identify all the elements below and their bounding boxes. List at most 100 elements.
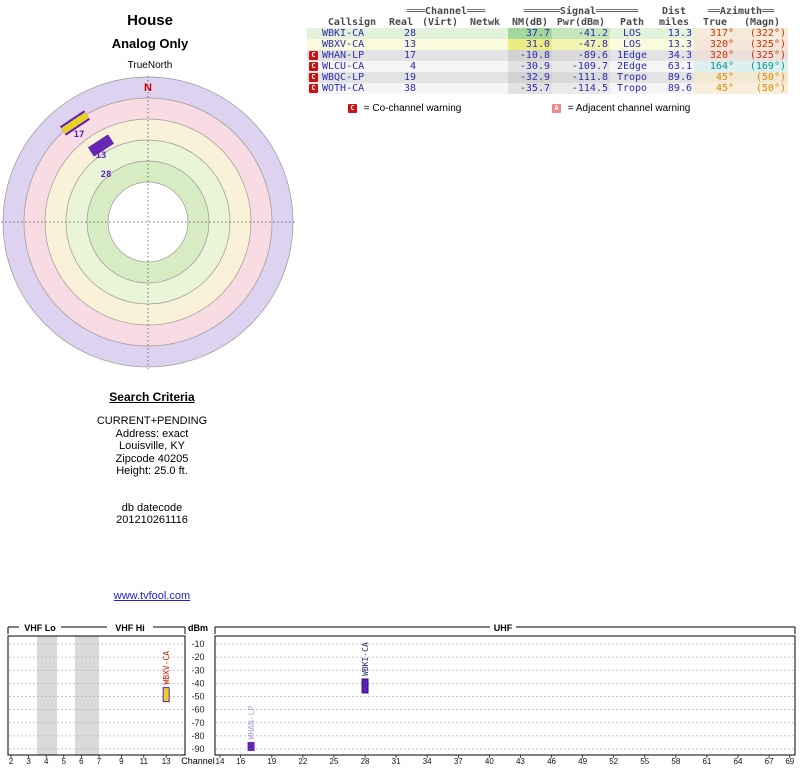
co-channel-flag: C (309, 61, 318, 71)
radar-rings (2, 76, 294, 368)
station-row: WBKI-CA 28 37.7 -41.2 LOS 13.3 317° (322°) (307, 28, 788, 39)
search-line: Address: exact (115, 427, 189, 440)
co-channel-legend: C = Co-channel warning (348, 103, 461, 114)
path-cell: Tropo (616, 72, 648, 83)
station-bar-label: WBXV-CA (162, 651, 171, 685)
channel-tick-label: 13 (162, 757, 171, 766)
path-cell: Tropo (616, 83, 648, 94)
channel-group-header: ═══Channel═══ (406, 6, 486, 17)
dbm-tick-label: -20 (191, 652, 204, 662)
magn-azimuth-cell: (50°) (736, 83, 788, 94)
radar-ring (107, 181, 189, 263)
vhf-hi-label: VHF Hi (115, 623, 145, 633)
radar-plot: N 17 13 28 (1, 76, 297, 369)
virt-channel-cell (418, 28, 462, 39)
warning-cell: C (307, 61, 320, 72)
miles-cell: 13.3 (667, 39, 692, 50)
signal-group-header: ══════Signal═══════ (523, 6, 639, 17)
warning-cell (307, 28, 320, 39)
network-cell (462, 83, 508, 94)
channel-tick-label: 49 (578, 757, 587, 766)
col-real: Real (388, 17, 414, 28)
virt-channel-cell (418, 50, 462, 61)
channel-tick-label: 3 (26, 757, 31, 766)
channel-marker-label: 17 (74, 130, 85, 140)
channel-tick-label: 31 (392, 757, 401, 766)
dbm-tick-label: -90 (191, 744, 204, 754)
miles-cell: 34.3 (667, 50, 692, 61)
orientation-label: TrueNorth (127, 60, 173, 71)
col-pwr: Pwr(dBm) (556, 17, 606, 28)
pwr-cell: -114.5 (552, 83, 610, 94)
channel-tick-label: 9 (119, 757, 124, 766)
radar-crosshair (1, 76, 297, 369)
channel-tick-label: 40 (485, 757, 494, 766)
uhf-panel (214, 635, 796, 756)
table-group-header: ═══Channel═══ ══════Signal═══════ Dist ═… (307, 6, 788, 17)
channel-tick-label: 69 (785, 757, 794, 766)
station-row: C WBQC-LP 19 -32.9 -111.8 Tropo 89.6 45° (50°) (307, 72, 788, 83)
miles-cell: 63.1 (667, 61, 692, 72)
dbm-tick-label: -50 (191, 692, 204, 702)
adjacent-channel-warning-icon: A (552, 103, 561, 113)
station-bar (247, 741, 255, 751)
azimuth-group-header: ══Azimuth══ (707, 6, 775, 17)
real-channel-cell: 38 (403, 83, 416, 94)
table-column-header: Callsign Real (Virt) Netwk NM(dB) Pwr(dB… (307, 17, 788, 28)
magn-azimuth-cell: (325°) (736, 39, 788, 50)
signal-tick (61, 112, 89, 134)
true-azimuth-cell: 164° (694, 61, 736, 72)
dbm-tick-label: -80 (191, 731, 204, 741)
real-channel-cell: 28 (403, 28, 416, 39)
station-row: C WLCU-CA 4 -30.9 -109.7 2Edge 63.1 164° (169°) (307, 61, 788, 72)
channel-tick-label: 64 (734, 757, 743, 766)
miles-cell: 89.6 (667, 83, 692, 94)
pwr-cell: -111.8 (552, 72, 610, 83)
miles-cell: 89.6 (667, 72, 692, 83)
callsign-cell: WOTH-CA (322, 83, 365, 94)
col-miles: miles (658, 17, 690, 28)
signal-tick (89, 136, 113, 155)
station-bar-label: WBKI-CA (361, 642, 370, 676)
channel-tick-label: 4 (44, 757, 49, 766)
true-azimuth-cell: 317° (694, 28, 736, 39)
tvfool-link[interactable]: www.tvfool.com (113, 590, 191, 602)
channel-tick-label: 25 (330, 757, 339, 766)
co-channel-flag: C (309, 72, 318, 82)
search-criteria-title: Search Criteria (109, 390, 195, 404)
col-callsign: Callsign (327, 17, 377, 28)
warning-cell: C (307, 83, 320, 94)
dbm-tick-label: -70 (191, 718, 204, 728)
dbm-tick-label: -30 (191, 665, 204, 675)
vhf-lo-label: VHF Lo (24, 623, 56, 633)
col-path: Path (619, 17, 645, 28)
true-azimuth-cell: 320° (694, 39, 736, 50)
page-subtitle: Analog Only (111, 36, 189, 51)
spectrum-dynamic-layer: -10-20-30-40-50-60-70-80-902 3 4 5 6 7 9 11 13 14… (9, 639, 795, 766)
db-datecode-label: db datecode (121, 501, 183, 514)
real-channel-cell: 19 (403, 72, 416, 83)
co-channel-flag: C (309, 83, 318, 93)
channel-tick-label: 19 (267, 757, 276, 766)
channel-marker-label: 28 (101, 170, 112, 180)
co-channel-legend-text: = Co-channel warning (363, 103, 462, 114)
nm-cell: -10.8 (508, 50, 552, 61)
col-virt: (Virt) (421, 17, 459, 28)
channel-tick-label: 67 (765, 757, 774, 766)
spectrum-chart: VHF Lo VHF Hi UHF dBm Channel -10 -20 -30 -… (7, 623, 796, 766)
callsign-cell: WHAN-LP (322, 50, 365, 61)
callsign-cell: WBXV-CA (322, 39, 365, 50)
station-row: WBXV-CA 13 31.0 -47.8 LOS 13.3 320° (325°) (307, 39, 788, 50)
warning-cell: C (307, 50, 320, 61)
virt-channel-cell (418, 72, 462, 83)
channel-tick-label: 61 (702, 757, 711, 766)
station-bar (361, 678, 369, 694)
station-bar-label: WHAN-LP (247, 706, 256, 740)
channel-tick-label: 14 (216, 757, 225, 766)
search-line: Zipcode 40205 (115, 452, 189, 465)
channel-tick-label: 43 (516, 757, 525, 766)
station-bar (162, 687, 170, 703)
network-cell (462, 72, 508, 83)
channel-tick-label: 28 (361, 757, 370, 766)
uhf-label: UHF (494, 623, 513, 633)
